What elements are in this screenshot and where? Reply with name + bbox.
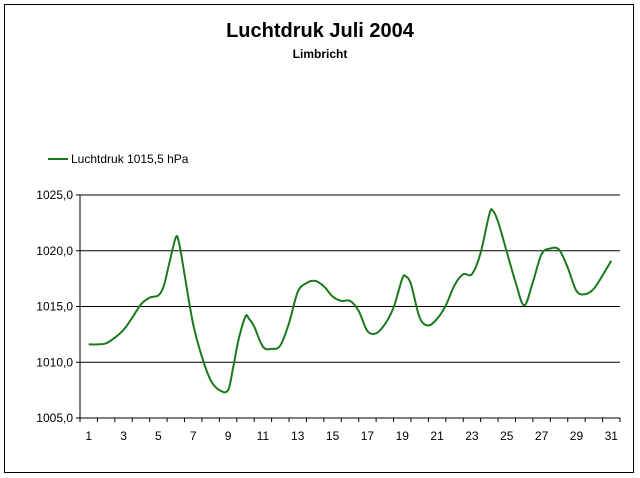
y-tick-label: 1005,0 [36, 411, 73, 425]
legend: Luchtdruk 1015,5 hPa [48, 152, 188, 166]
legend-label: Luchtdruk 1015,5 hPa [71, 152, 189, 166]
x-tick-label: 5 [155, 429, 162, 443]
legend-swatch [48, 158, 68, 160]
x-tick-label: 11 [257, 429, 270, 443]
x-tick-label: 21 [430, 429, 444, 443]
x-tick-label: 29 [570, 429, 584, 443]
x-tick-label: 9 [225, 429, 232, 443]
x-tick-label: 1 [85, 429, 92, 443]
x-tick-label: 7 [190, 429, 197, 443]
chart-subtitle: Limbricht [292, 47, 348, 61]
x-tick-label: 27 [535, 429, 549, 443]
x-tick-label: 15 [326, 429, 340, 443]
y-tick-label: 1010,0 [36, 355, 73, 369]
chart-title: Luchtdruk Juli 2004 [226, 20, 414, 42]
y-tick-label: 1020,0 [36, 244, 73, 258]
x-tick-label: 19 [396, 429, 410, 443]
x-tick-label: 31 [605, 429, 619, 443]
x-tick-label: 25 [500, 429, 514, 443]
x-tick-label: 17 [361, 429, 375, 443]
x-tick-label: 13 [291, 429, 305, 443]
y-tick-label: 1015,0 [36, 300, 73, 314]
x-tick-label: 3 [120, 429, 127, 443]
x-tick-label: 23 [465, 429, 479, 443]
y-tick-label: 1025,0 [36, 188, 73, 202]
series-line [88, 208, 613, 394]
chart-frame [4, 4, 634, 473]
